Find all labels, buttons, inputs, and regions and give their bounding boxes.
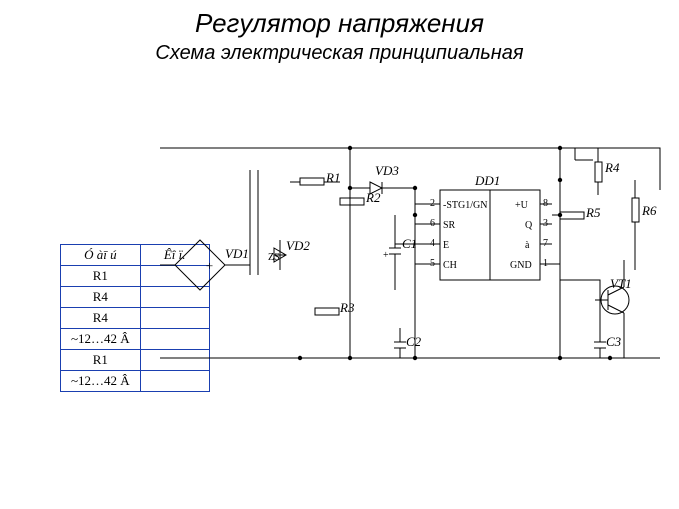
svg-text:SR: SR: [443, 220, 456, 231]
component-vd3: VD3: [350, 163, 415, 194]
page-title: Регулятор напряжения: [0, 8, 679, 39]
svg-text:VT1: VT1: [610, 276, 632, 291]
component-r2: R2: [340, 190, 381, 205]
component-vd2: VD2 ZS: [268, 238, 310, 270]
svg-text:Q: Q: [525, 220, 533, 231]
component-r4: R4: [575, 148, 620, 195]
svg-text:ZS: ZS: [268, 252, 280, 263]
component-dd1: DD1 G1/GN -ST SR E CH 2 6 4 5 +U Q à GND…: [430, 173, 552, 280]
component-vd1: VD1: [225, 246, 249, 261]
schematic-slide: { "header": { "title": "Регулятор напряж…: [0, 0, 679, 509]
svg-text:VD3: VD3: [375, 163, 399, 178]
svg-text:VD2: VD2: [286, 238, 310, 253]
svg-text:R5: R5: [585, 205, 601, 220]
svg-text:CH: CH: [443, 260, 457, 271]
page-subtitle: Схема электрическая принципиальная: [0, 42, 679, 65]
svg-text:+U: +U: [515, 200, 529, 211]
svg-text:R4: R4: [604, 160, 620, 175]
svg-text:à: à: [525, 240, 530, 251]
svg-text:C2: C2: [406, 334, 422, 349]
component-r3: R3: [315, 300, 355, 315]
svg-text:GND: GND: [510, 260, 532, 271]
svg-text:DD1: DD1: [474, 173, 500, 188]
schematic-svg: + R1 R2 R3 R4 R5: [0, 90, 679, 470]
svg-text:R6: R6: [641, 203, 657, 218]
plus-label: +: [205, 258, 214, 273]
svg-text:E: E: [443, 240, 449, 251]
component-c3: C3: [594, 328, 622, 358]
component-r5: R5: [560, 205, 601, 220]
svg-text:C3: C3: [606, 334, 622, 349]
svg-text:-ST: -ST: [443, 200, 458, 211]
svg-text:R1: R1: [325, 170, 340, 185]
svg-text:G1/GN: G1/GN: [458, 200, 487, 211]
component-r6: R6: [632, 180, 657, 270]
svg-text:R3: R3: [339, 300, 355, 315]
component-c2: C2: [394, 328, 422, 358]
junction-nodes: [298, 146, 612, 360]
component-c1: C1 +: [383, 215, 417, 290]
component-r1: R1: [290, 170, 340, 185]
svg-text:+: +: [383, 250, 389, 261]
